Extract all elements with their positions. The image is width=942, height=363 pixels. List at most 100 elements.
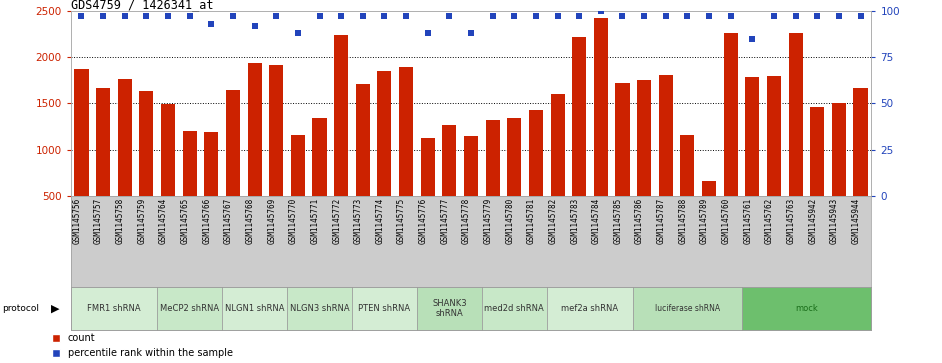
Point [398, 13, 414, 19]
Text: mock: mock [795, 304, 818, 313]
Text: GSM1145765: GSM1145765 [181, 198, 189, 244]
Point [225, 13, 240, 19]
Point [377, 13, 392, 19]
Bar [788, 33, 803, 242]
Bar [157, 287, 222, 330]
Point [138, 13, 154, 19]
Bar [269, 65, 284, 242]
Point [203, 21, 219, 27]
Point [658, 13, 674, 19]
Bar [443, 125, 456, 242]
Point [788, 13, 804, 19]
Bar [378, 70, 392, 242]
Bar [637, 80, 651, 242]
Text: GSM1145775: GSM1145775 [398, 198, 406, 244]
Point [485, 13, 500, 19]
Point [615, 13, 630, 19]
Point [702, 13, 717, 19]
Bar [528, 110, 543, 242]
Point [420, 30, 435, 36]
Bar [615, 83, 629, 242]
Text: GSM1145767: GSM1145767 [224, 198, 233, 244]
Text: GSM1145943: GSM1145943 [830, 198, 839, 244]
Point [572, 13, 587, 19]
Bar [741, 287, 871, 330]
Bar [546, 287, 633, 330]
Text: GSM1145779: GSM1145779 [483, 198, 493, 244]
Text: GSM1145781: GSM1145781 [527, 198, 536, 244]
Point [528, 13, 544, 19]
Text: GSM1145764: GSM1145764 [159, 198, 168, 244]
Point [463, 30, 479, 36]
Text: GSM1145757: GSM1145757 [94, 198, 103, 244]
Text: FMR1 shRNA: FMR1 shRNA [87, 304, 140, 313]
Bar [352, 287, 417, 330]
Point [507, 13, 522, 19]
Text: GSM1145766: GSM1145766 [203, 198, 211, 244]
Bar [723, 33, 738, 242]
Text: SHANK3
shRNA: SHANK3 shRNA [432, 299, 466, 318]
Text: GSM1145785: GSM1145785 [613, 198, 623, 244]
Bar [287, 287, 352, 330]
Text: mef2a shRNA: mef2a shRNA [561, 304, 619, 313]
Point [290, 30, 305, 36]
Bar [139, 91, 154, 242]
Bar [464, 136, 478, 242]
Point [550, 13, 565, 19]
Text: GSM1145944: GSM1145944 [852, 198, 861, 244]
Text: ▶: ▶ [51, 303, 59, 314]
Bar [399, 68, 414, 242]
Point [117, 13, 132, 19]
Text: GSM1145768: GSM1145768 [246, 198, 254, 244]
Text: GSM1145783: GSM1145783 [570, 198, 579, 244]
Text: med2d shRNA: med2d shRNA [484, 304, 544, 313]
Bar [118, 79, 132, 242]
Bar [96, 88, 110, 242]
Bar [593, 18, 608, 242]
Point [680, 13, 695, 19]
Text: GSM1145776: GSM1145776 [418, 198, 428, 244]
Bar [74, 69, 89, 242]
Text: GSM1145761: GSM1145761 [743, 198, 753, 244]
Text: NLGN1 shRNA: NLGN1 shRNA [225, 304, 284, 313]
Bar [767, 76, 781, 242]
Point [745, 36, 760, 41]
Point [95, 13, 110, 19]
Point [355, 13, 370, 19]
Bar [481, 287, 546, 330]
Point [333, 13, 349, 19]
Point [637, 13, 652, 19]
Point [723, 13, 739, 19]
Bar [572, 37, 586, 242]
Bar [853, 88, 868, 242]
Bar [486, 120, 499, 242]
Text: GSM1145788: GSM1145788 [678, 198, 688, 244]
Bar [550, 94, 564, 242]
Text: GSM1145786: GSM1145786 [635, 198, 644, 244]
Bar [633, 287, 741, 330]
Legend: count, percentile rank within the sample: count, percentile rank within the sample [52, 333, 233, 358]
Bar [204, 132, 219, 242]
Bar [248, 63, 262, 242]
Text: GSM1145780: GSM1145780 [505, 198, 514, 244]
Bar [702, 181, 716, 242]
Bar [71, 287, 157, 330]
Text: GSM1145756: GSM1145756 [73, 198, 81, 244]
Text: GSM1145789: GSM1145789 [700, 198, 709, 244]
Text: GSM1145778: GSM1145778 [462, 198, 471, 244]
Text: MeCP2 shRNA: MeCP2 shRNA [160, 304, 219, 313]
Point [182, 13, 197, 19]
Text: GSM1145771: GSM1145771 [311, 198, 319, 244]
Text: GDS4759 / 1426341_at: GDS4759 / 1426341_at [71, 0, 213, 11]
Point [832, 13, 847, 19]
Point [160, 13, 175, 19]
Text: GSM1145763: GSM1145763 [787, 198, 796, 244]
Bar [161, 105, 175, 242]
Point [73, 13, 89, 19]
Bar [507, 118, 521, 242]
Bar [183, 131, 197, 242]
Text: NLGN3 shRNA: NLGN3 shRNA [290, 304, 349, 313]
Point [247, 23, 262, 29]
Bar [313, 118, 327, 242]
Text: protocol: protocol [2, 304, 39, 313]
